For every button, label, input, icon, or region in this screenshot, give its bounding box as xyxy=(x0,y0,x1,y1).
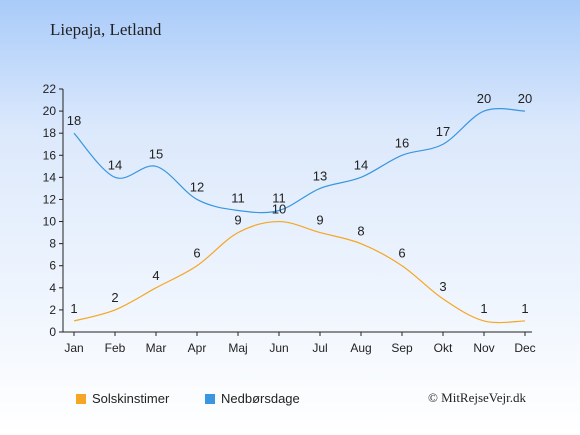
x-tick-label: Aug xyxy=(350,341,371,355)
data-label-rain-days: 15 xyxy=(149,146,163,161)
data-label-sunshine: 1 xyxy=(70,301,77,316)
data-label-sunshine: 6 xyxy=(193,246,200,261)
y-tick-label: 18 xyxy=(43,126,57,140)
x-tick-label: Apr xyxy=(188,341,207,355)
y-tick-label: 4 xyxy=(49,281,56,295)
x-tick-label: Jul xyxy=(312,341,327,355)
legend-item-rain-days: Nedbørsdage xyxy=(205,391,300,406)
x-tick-label: Sep xyxy=(391,341,413,355)
data-label-rain-days: 11 xyxy=(272,191,286,206)
y-tick-label: 20 xyxy=(43,104,57,118)
x-tick-label: Mar xyxy=(146,341,167,355)
chart-title: Liepaja, Letland xyxy=(50,20,162,39)
y-tick-label: 12 xyxy=(43,192,57,206)
y-tick-label: 8 xyxy=(49,237,56,251)
data-label-rain-days: 11 xyxy=(231,191,245,206)
y-tick-label: 6 xyxy=(49,259,56,273)
legend-swatch-rain-days xyxy=(205,393,215,404)
y-tick-label: 16 xyxy=(43,148,57,162)
x-tick-label: Okt xyxy=(434,341,453,355)
x-tick-label: Dec xyxy=(514,341,535,355)
legend-label-rain-days: Nedbørsdage xyxy=(221,391,300,406)
data-label-rain-days: 14 xyxy=(354,157,368,172)
y-tick-label: 2 xyxy=(49,303,56,317)
legend-label-sunshine: Solskinstimer xyxy=(92,391,170,406)
series-line-sunshine xyxy=(73,220,526,324)
data-label-sunshine: 1 xyxy=(480,301,487,316)
credit-text: © MitRejseVejr.dk xyxy=(428,390,526,405)
data-label-rain-days: 20 xyxy=(477,91,491,106)
series-line-rain-days xyxy=(73,108,526,214)
data-label-rain-days: 16 xyxy=(395,135,409,150)
data-label-rain-days: 13 xyxy=(313,168,327,183)
data-label-sunshine: 8 xyxy=(357,224,364,239)
series-lines xyxy=(73,108,526,324)
data-label-sunshine: 9 xyxy=(234,213,241,228)
data-label-sunshine: 6 xyxy=(398,246,405,261)
data-label-sunshine: 10 xyxy=(272,202,286,217)
y-tick-label: 0 xyxy=(49,325,56,339)
x-tick-label: Maj xyxy=(228,341,247,355)
y-tick-label: 10 xyxy=(43,215,57,229)
x-tick-label: Nov xyxy=(473,341,494,355)
data-label-rain-days: 20 xyxy=(518,91,532,106)
data-label-rain-days: 17 xyxy=(436,124,450,139)
data-label-rain-days: 18 xyxy=(67,113,81,128)
data-label-sunshine: 1 xyxy=(521,301,528,316)
x-tick-label: Jan xyxy=(64,341,83,355)
data-label-rain-days: 14 xyxy=(108,157,122,172)
y-tick-label: 14 xyxy=(43,170,57,184)
data-label-sunshine: 9 xyxy=(316,213,323,228)
x-tick-label: Feb xyxy=(105,341,126,355)
data-label-rain-days: 12 xyxy=(190,179,204,194)
y-tick-label: 22 xyxy=(43,82,57,96)
legend-item-sunshine: Solskinstimer xyxy=(76,391,169,406)
data-label-sunshine: 3 xyxy=(439,279,446,294)
x-tick-label: Jun xyxy=(269,341,288,355)
data-label-sunshine: 2 xyxy=(111,290,118,305)
data-label-sunshine: 4 xyxy=(152,268,159,283)
legend-swatch-sunshine xyxy=(76,393,86,404)
